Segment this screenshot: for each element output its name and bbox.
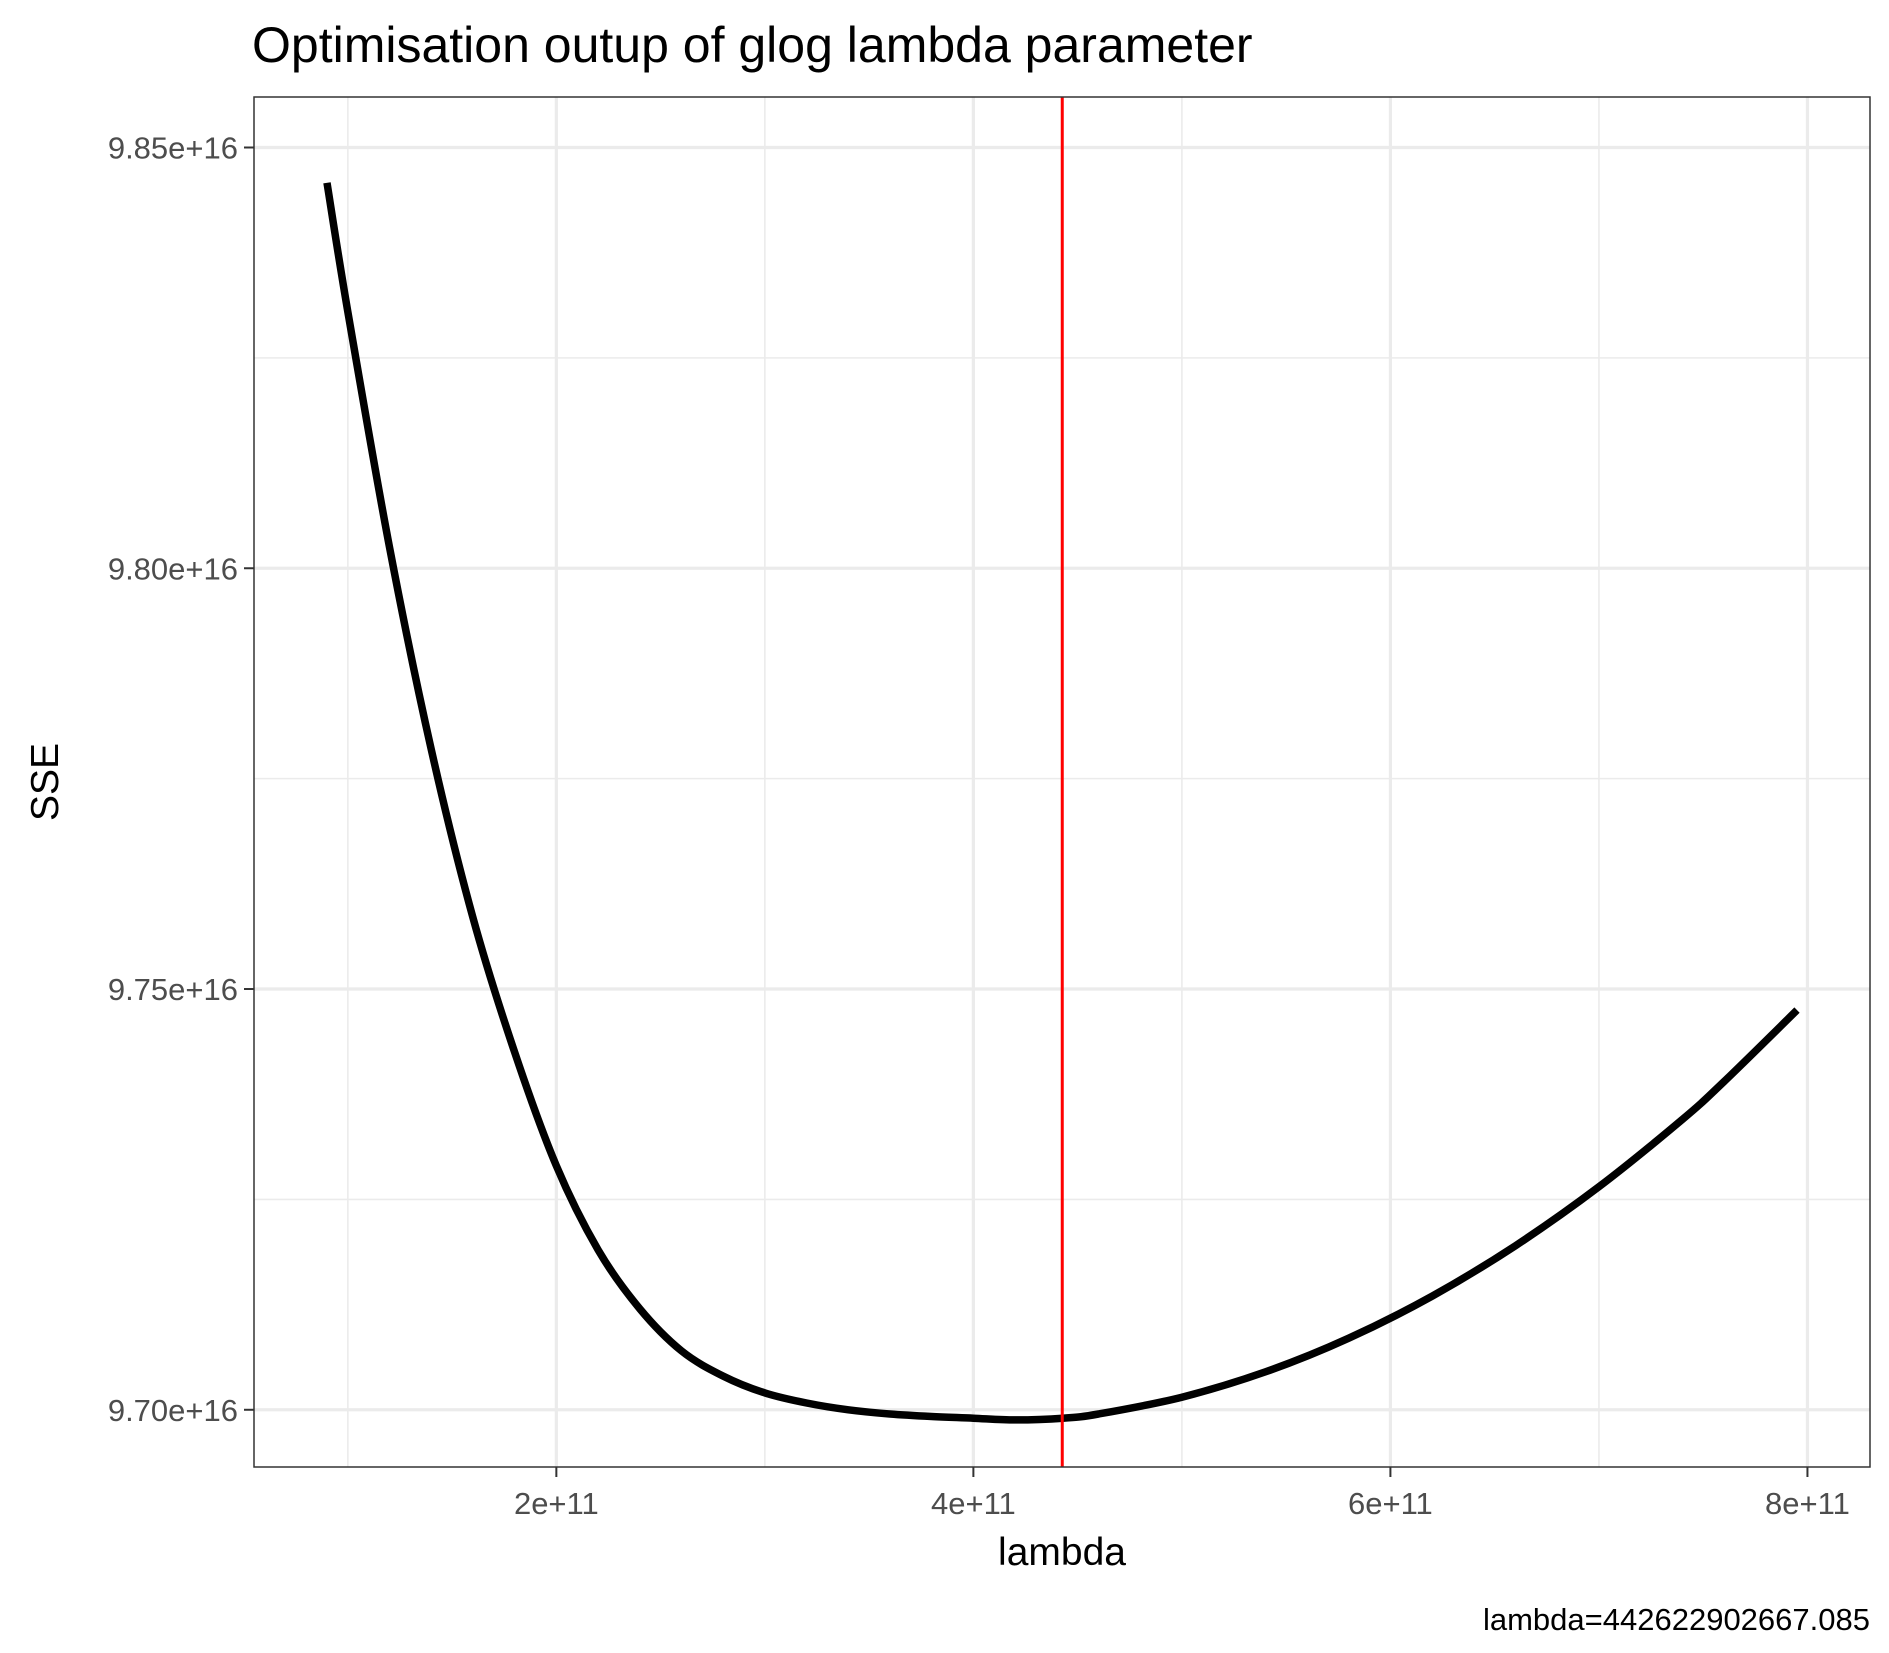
x-axis-label: lambda	[998, 1531, 1126, 1574]
y-tick-labels: 9.70e+16 9.75e+16 9.80e+16 9.85e+16	[108, 130, 238, 1427]
chart-title: Optimisation outup of glog lambda parame…	[252, 17, 1253, 73]
x-tick-label: 2e+11	[514, 1486, 599, 1521]
y-tick-label: 9.85e+16	[108, 130, 238, 165]
y-tick-label: 9.80e+16	[108, 551, 238, 586]
x-tick-label: 6e+11	[1348, 1486, 1433, 1521]
x-tick-label: 8e+11	[1765, 1486, 1850, 1521]
y-axis-label: SSE	[24, 743, 67, 821]
x-tick-labels: 2e+11 4e+11 6e+11 8e+11	[514, 1486, 1850, 1521]
series-layer	[323, 182, 1800, 1424]
y-tick-label: 9.75e+16	[108, 972, 238, 1007]
plot-panel-border	[253, 96, 1871, 1468]
sse-curve	[323, 182, 1800, 1424]
axis-ticks	[244, 146, 1809, 1477]
x-tick-label: 4e+11	[931, 1486, 1016, 1521]
y-tick-label: 9.70e+16	[108, 1393, 238, 1428]
caption: lambda=442622902667.085	[1483, 1602, 1870, 1637]
